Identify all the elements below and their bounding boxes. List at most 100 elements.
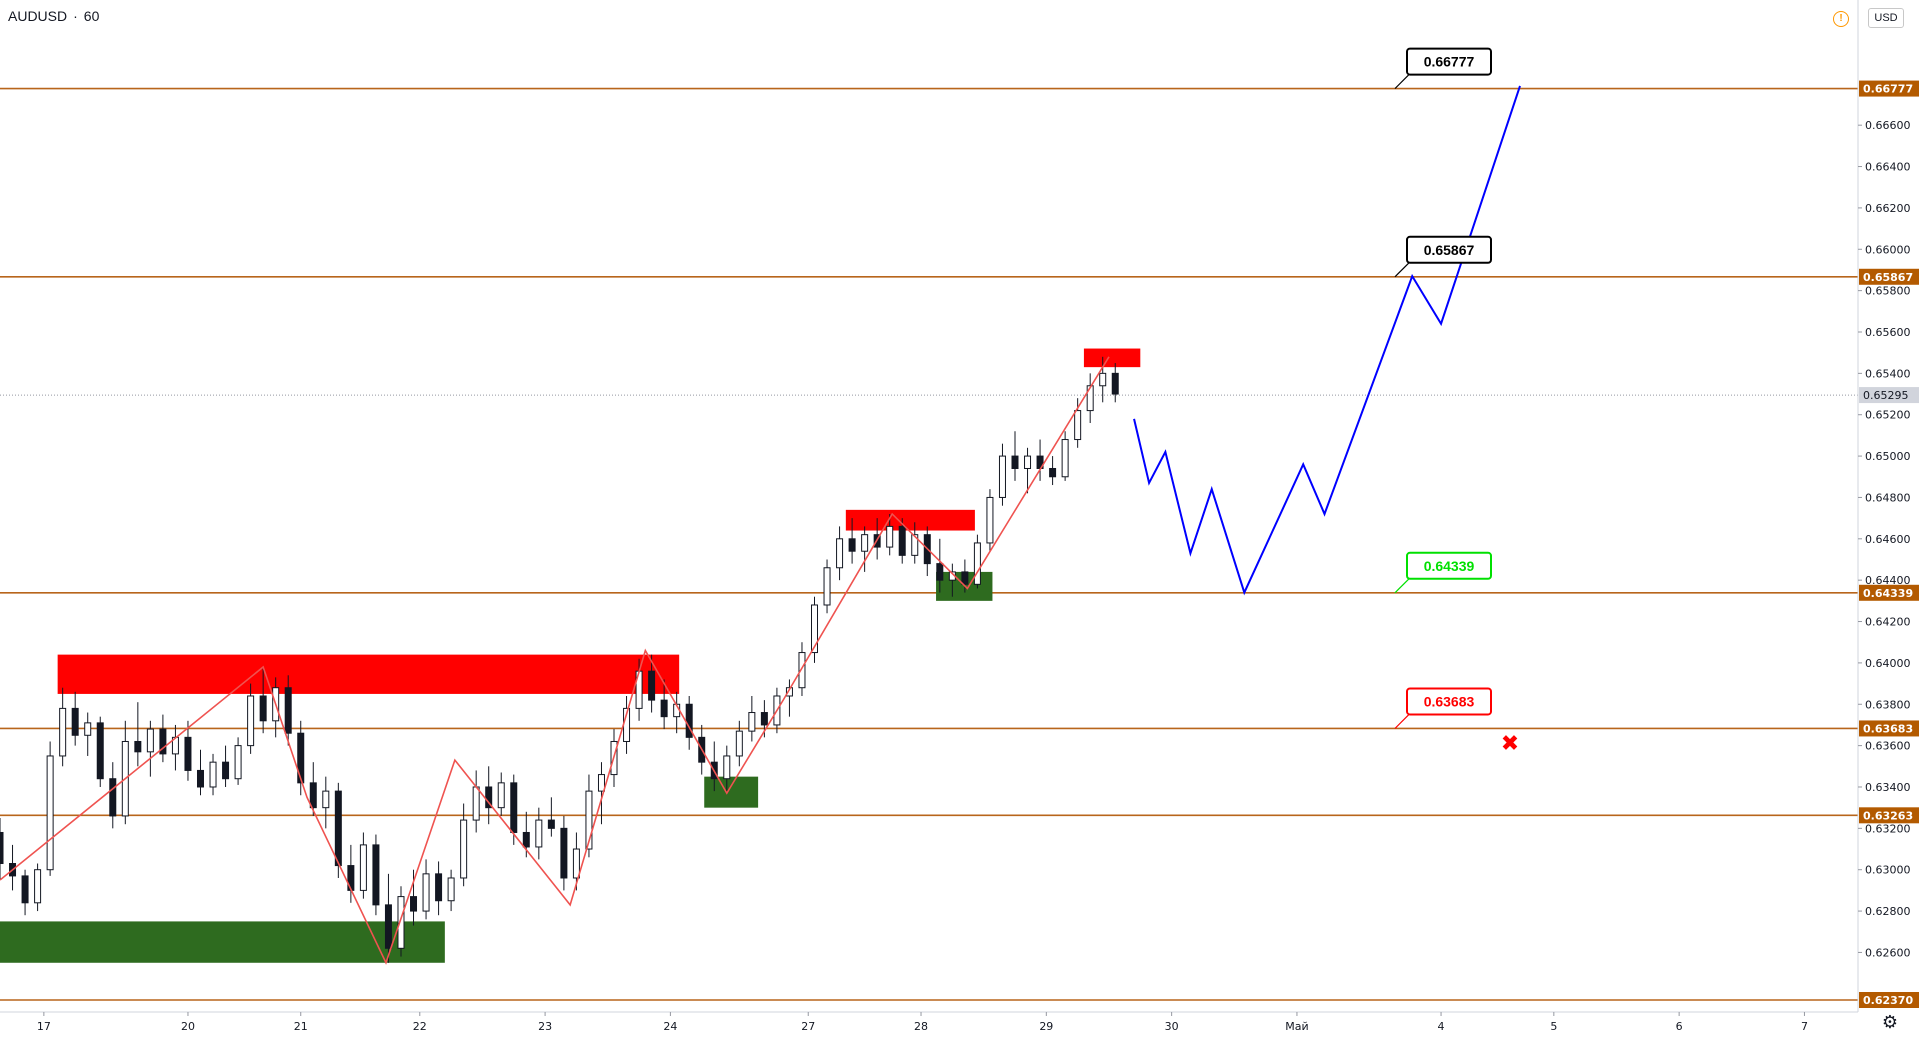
price-tick-label: 0.64000 xyxy=(1865,657,1911,670)
candle-body xyxy=(748,712,756,732)
candle-body xyxy=(184,736,192,771)
price-tick-label: 0.65600 xyxy=(1865,326,1911,339)
price-tick-label: 0.63000 xyxy=(1865,864,1911,877)
candle-body xyxy=(46,755,54,871)
demand-zone xyxy=(0,921,445,963)
time-tick-label: 4 xyxy=(1438,1020,1445,1033)
price-tick-label: 0.66600 xyxy=(1865,119,1911,132)
time-tick-label: Май xyxy=(1285,1020,1308,1033)
candle-body xyxy=(372,844,380,906)
target-callout-label: 0.63683 xyxy=(1424,693,1475,709)
candle-body xyxy=(34,869,42,904)
candle-body xyxy=(497,782,505,809)
candle-body xyxy=(397,896,405,949)
projection-path xyxy=(1133,85,1521,596)
time-axis-panel xyxy=(0,1012,1920,1040)
price-tick-label: 0.66200 xyxy=(1865,202,1911,215)
price-tick-label: 0.64400 xyxy=(1865,574,1911,587)
level-badge xyxy=(1859,992,1919,1008)
candle-body xyxy=(21,875,29,904)
supply-zone xyxy=(1083,348,1141,368)
candle-body xyxy=(146,728,154,753)
candle-body xyxy=(109,778,117,817)
candle-body xyxy=(472,786,480,821)
candle-body xyxy=(1011,455,1019,469)
time-tick-label: 6 xyxy=(1676,1020,1683,1033)
candle-body xyxy=(648,670,656,701)
candle-body xyxy=(861,534,869,552)
candle-body xyxy=(59,707,67,757)
candle-body xyxy=(811,604,819,654)
level-badge xyxy=(1859,80,1919,97)
candle-body xyxy=(886,525,894,548)
candle-body xyxy=(159,728,167,755)
price-tick-label: 0.63200 xyxy=(1865,822,1911,835)
candle-body xyxy=(460,819,468,879)
price-tick-label: 0.64600 xyxy=(1865,533,1911,546)
candle-body xyxy=(848,538,856,552)
time-tick-label: 23 xyxy=(538,1020,552,1033)
price-tick-label: 0.63600 xyxy=(1865,740,1911,753)
currency-badge[interactable]: USD xyxy=(1868,8,1904,28)
supply-zone xyxy=(845,509,975,531)
time-tick-label: 29 xyxy=(1039,1020,1053,1033)
current-price-badge xyxy=(1859,387,1919,404)
time-tick-label: 7 xyxy=(1801,1020,1808,1033)
time-tick-label: 27 xyxy=(801,1020,815,1033)
level-badge-label: 0.63263 xyxy=(1863,809,1913,822)
candle-body xyxy=(1111,372,1119,395)
level-badge xyxy=(1859,268,1919,285)
candle-body xyxy=(1024,455,1032,469)
target-callout-box xyxy=(1406,235,1492,264)
candle-body xyxy=(1086,385,1094,412)
candle-body xyxy=(911,534,919,556)
candle-body xyxy=(973,542,981,585)
candle-body xyxy=(986,496,994,544)
candle-body xyxy=(297,732,305,784)
price-axis-panel xyxy=(1858,0,1920,1040)
candle-body xyxy=(222,761,230,780)
gear-icon[interactable]: ⚙ xyxy=(1881,1012,1899,1032)
symbol-interval[interactable]: 60 xyxy=(83,8,100,24)
level-badge-label: 0.66777 xyxy=(1863,83,1913,96)
symbol-header[interactable]: AUDUSD · 60 xyxy=(8,8,105,24)
candle-body xyxy=(660,699,668,718)
price-tick-label: 0.62800 xyxy=(1865,905,1911,918)
target-callout-box xyxy=(1406,687,1492,716)
candle-body xyxy=(798,652,806,689)
candle-body xyxy=(0,831,4,865)
candle-body xyxy=(522,831,530,848)
candle-body xyxy=(535,819,543,848)
candle-body xyxy=(322,790,330,809)
candle-body xyxy=(1061,439,1069,478)
candle-body xyxy=(510,782,518,833)
candle-body xyxy=(785,687,793,697)
candle-body xyxy=(1049,467,1057,478)
warning-circle-icon[interactable]: ! xyxy=(1833,11,1849,27)
target-callout-box xyxy=(1406,47,1492,76)
demand-zone xyxy=(704,776,759,808)
target-callout-label: 0.65867 xyxy=(1424,242,1475,258)
level-badge-label: 0.65867 xyxy=(1863,271,1913,284)
price-tick-label: 0.66400 xyxy=(1865,161,1911,174)
level-badge-label: 0.62370 xyxy=(1863,994,1913,1007)
candle-body xyxy=(447,877,455,902)
candle-body xyxy=(134,740,142,753)
symbol-name[interactable]: AUDUSD xyxy=(8,8,68,24)
candle-body xyxy=(1074,410,1082,441)
level-badge xyxy=(1859,807,1919,824)
candle-body xyxy=(572,848,580,879)
candle-body xyxy=(735,730,743,757)
level-badge xyxy=(1859,720,1919,737)
current-price-label: 0.65295 xyxy=(1863,389,1909,402)
candle-body xyxy=(422,873,430,912)
price-tick-label: 0.64800 xyxy=(1865,491,1911,504)
candle-body xyxy=(936,563,944,581)
price-tick-label: 0.62600 xyxy=(1865,946,1911,959)
candle-body xyxy=(836,538,844,569)
candle-body xyxy=(961,571,969,585)
candle-body xyxy=(247,695,255,747)
zigzag-line xyxy=(0,356,1110,965)
price-tick-label: 0.63400 xyxy=(1865,781,1911,794)
